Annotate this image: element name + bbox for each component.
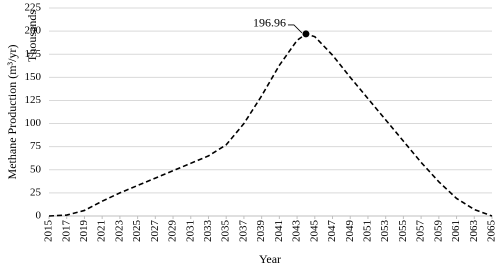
y-tick-label: 225 (25, 2, 42, 14)
x-tick-label: 2039 (255, 220, 267, 243)
x-tick-label: 2045 (308, 220, 320, 243)
x-tick-label: 2023 (113, 220, 125, 243)
x-tick-label: 2059 (432, 220, 444, 243)
y-tick-label: 100 (25, 117, 42, 129)
x-tick-label: 2051 (361, 220, 373, 242)
x-tick-label: 2065 (486, 220, 498, 243)
x-tick-label: 2037 (237, 220, 249, 243)
y-tick-label: 25 (30, 186, 42, 198)
x-tick-label: 2061 (450, 220, 462, 242)
x-tick-label: 2057 (415, 220, 427, 243)
x-tick-label: 2047 (326, 220, 338, 243)
data-label: 196.96 (253, 16, 286, 30)
x-tick-label: 2035 (220, 220, 232, 243)
peak-marker (302, 30, 310, 38)
x-axis-title: Year (259, 252, 281, 266)
y-tick-label: 75 (30, 140, 42, 152)
x-tick-label: 2049 (344, 220, 356, 243)
x-tick-label: 2033 (202, 220, 214, 243)
x-tick-label: 2055 (397, 220, 409, 243)
x-tick-label: 2019 (78, 220, 90, 243)
x-tick-label: 2053 (379, 220, 391, 243)
y-tick-label: 200 (25, 25, 42, 37)
y-tick-label: 0 (36, 210, 42, 222)
x-tick-label: 2027 (149, 220, 161, 243)
x-tick-label: 2017 (60, 220, 72, 243)
y-axis-title: Methane Production (m³/yr) (5, 45, 19, 180)
y-tick-label: 125 (25, 94, 42, 106)
x-tick-label: 2021 (96, 220, 108, 242)
y-tick-label: 150 (25, 71, 42, 83)
x-tick-label: 2041 (273, 220, 285, 242)
leader-line (287, 24, 303, 34)
x-tick-label: 2063 (468, 220, 480, 243)
x-tick-label: 2025 (131, 220, 143, 243)
line-series (48, 33, 493, 217)
y-unit-label: Thousands (25, 10, 39, 62)
x-tick-label: 2015 (43, 220, 55, 243)
x-tick-label: 2029 (167, 220, 179, 243)
y-tick-label: 175 (25, 48, 42, 60)
y-tick-label: 50 (30, 163, 42, 175)
x-tick-label: 2031 (184, 220, 196, 242)
x-tick-label: 2043 (291, 220, 303, 243)
